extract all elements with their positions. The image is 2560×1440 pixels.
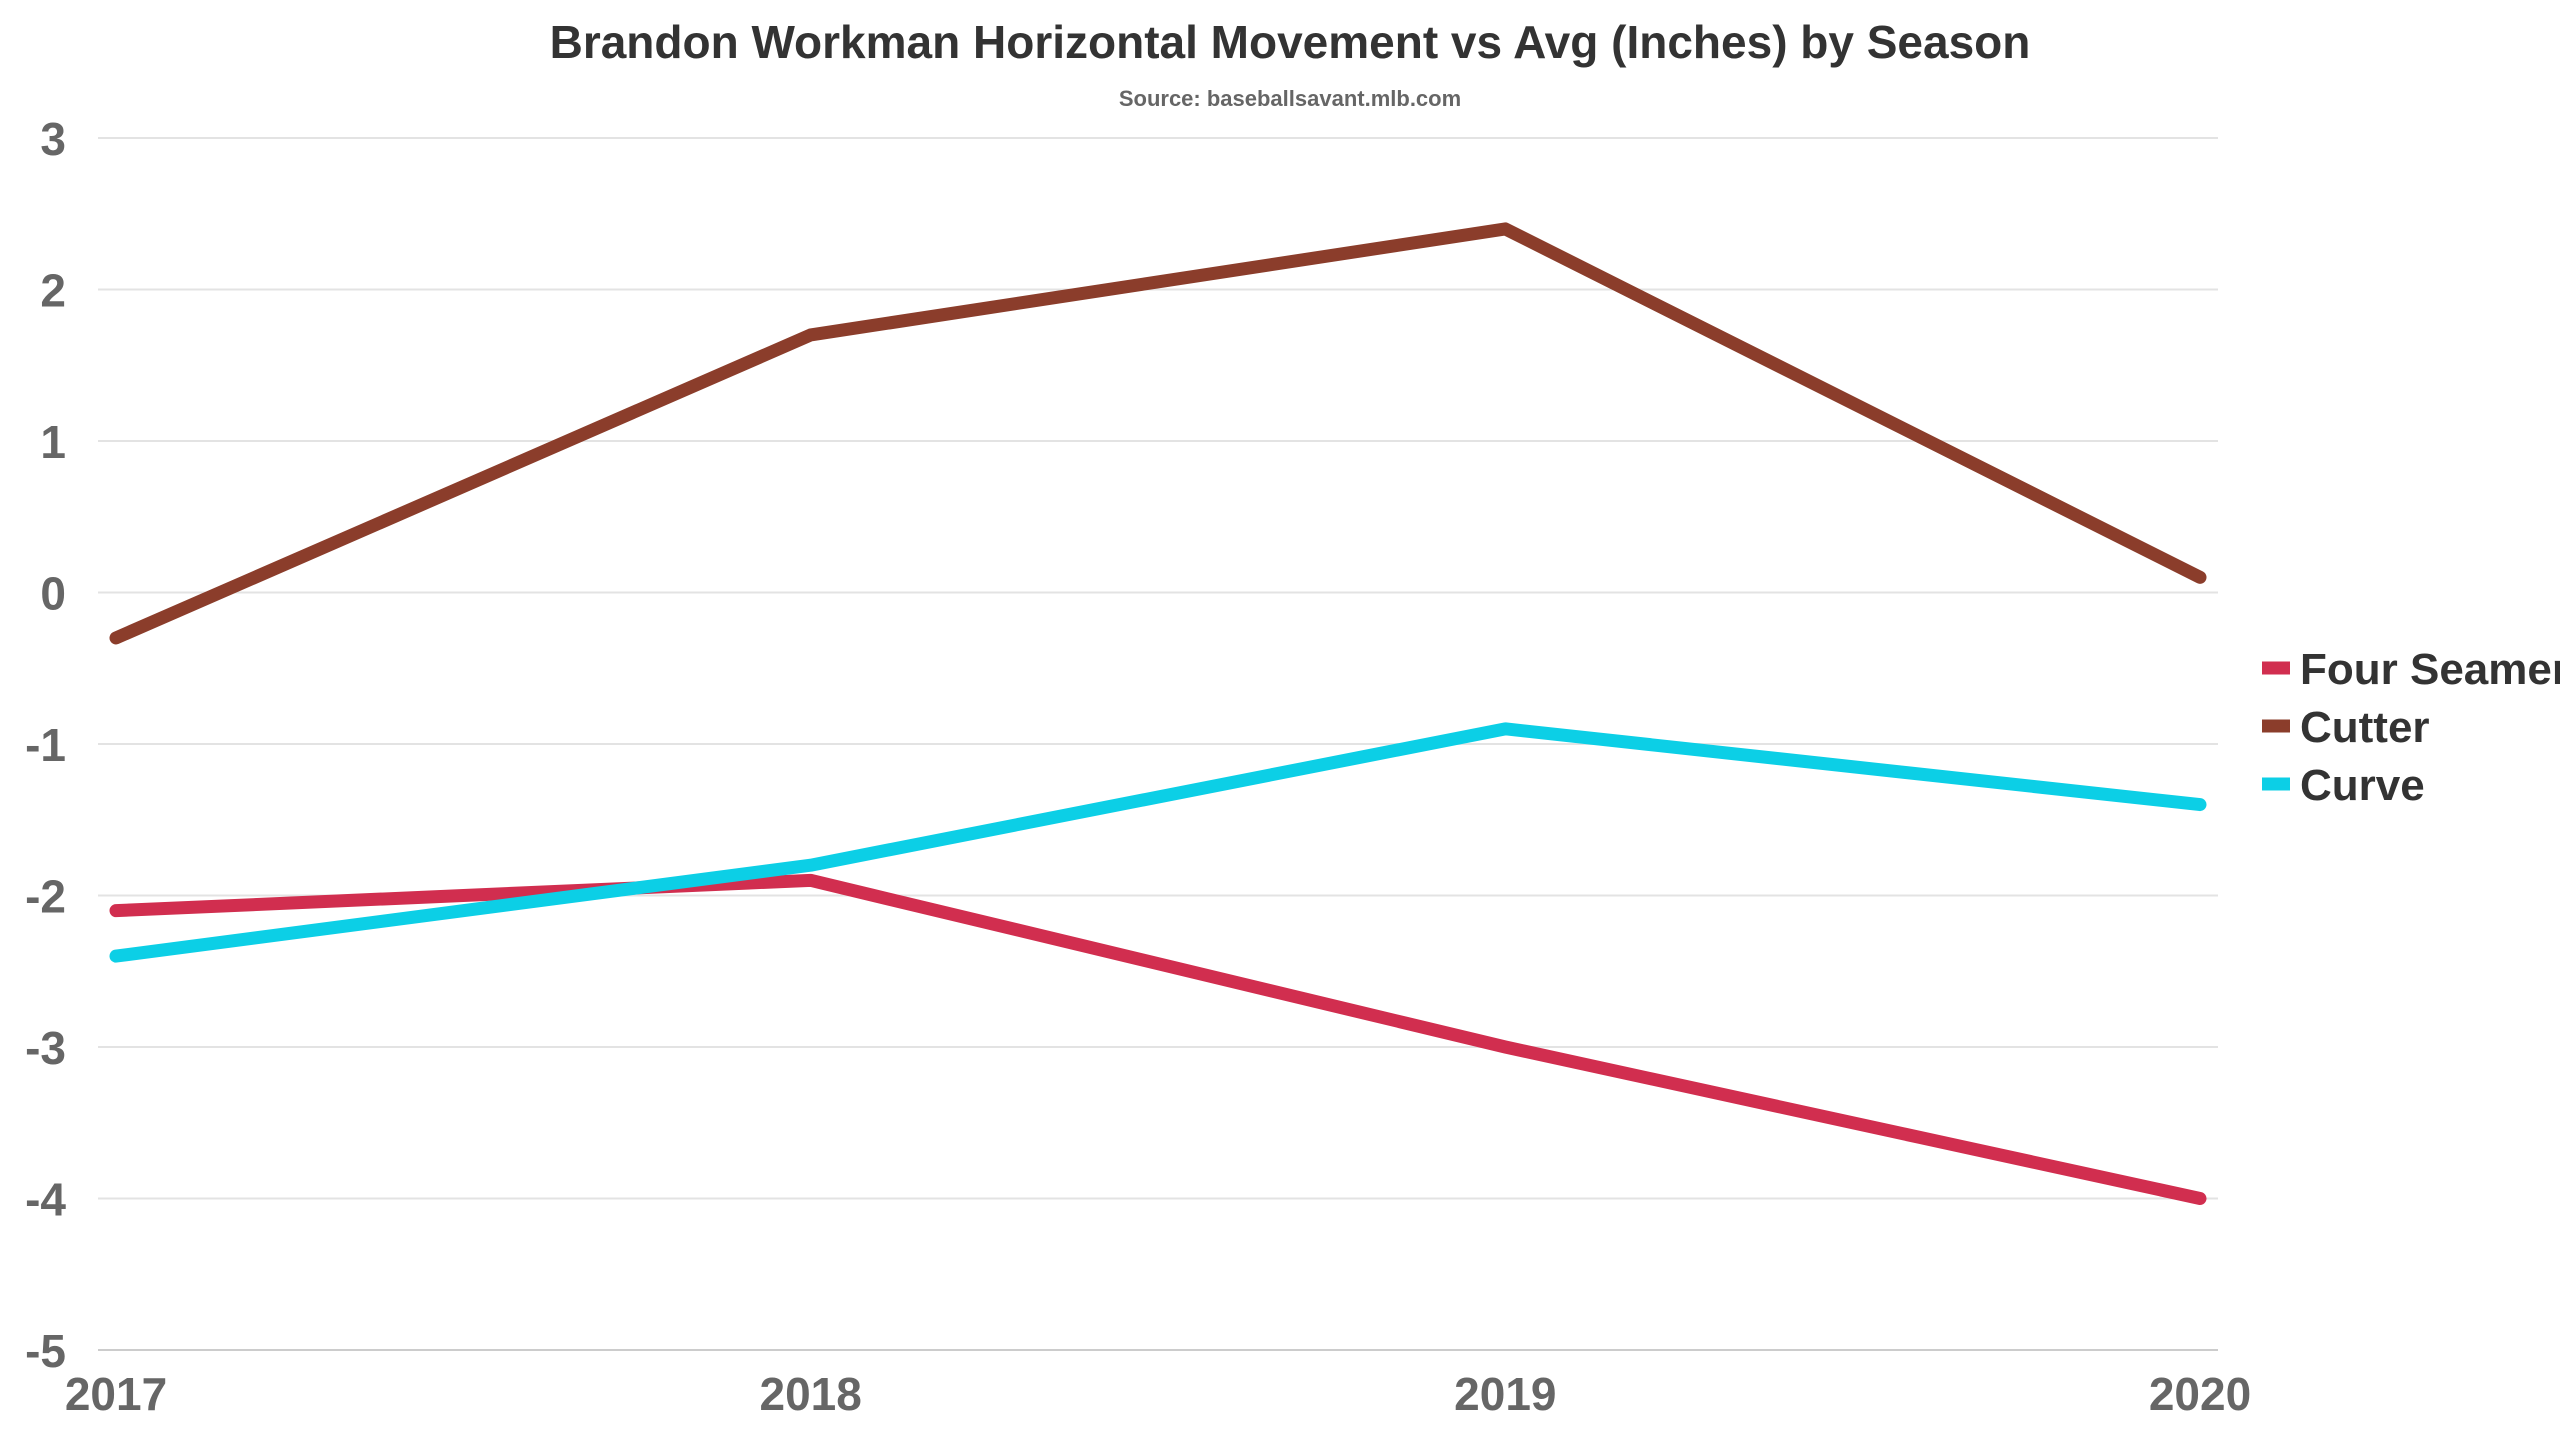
- y-tick-label: -2: [25, 871, 66, 923]
- series-line-four-seamer: [109, 873, 2207, 1205]
- chart-subtitle: Source: baseballsavant.mlb.com: [1119, 86, 1461, 111]
- x-axis: 2017 2018 2019 2020: [65, 1349, 2251, 1420]
- chart-title: Brandon Workman Horizontal Movement vs A…: [550, 16, 2031, 68]
- series-line-cutter: [109, 222, 2207, 645]
- gridlines: [98, 137, 2218, 1200]
- y-tick-label: -4: [25, 1174, 66, 1226]
- legend-label: Four Seamer: [2300, 645, 2560, 694]
- legend-label: Curve: [2300, 761, 2425, 810]
- series-line-curve: [109, 722, 2207, 963]
- y-tick-label: -3: [25, 1022, 66, 1074]
- y-tick-label: -1: [25, 719, 66, 771]
- y-tick-label: -5: [25, 1325, 66, 1377]
- plot-area: [109, 222, 2207, 1205]
- x-tick-label: 2019: [1454, 1368, 1556, 1420]
- y-tick-label: 3: [40, 113, 66, 165]
- x-tick-label: 2017: [65, 1368, 167, 1420]
- x-tick-label: 2020: [2149, 1368, 2251, 1420]
- y-axis: 3 2 1 0 -1 -2 -3 -4 -5: [25, 113, 66, 1377]
- legend-label: Cutter: [2300, 703, 2430, 752]
- y-tick-label: 1: [40, 416, 66, 468]
- x-tick-label: 2018: [759, 1368, 861, 1420]
- y-tick-label: 0: [40, 568, 66, 620]
- y-tick-label: 2: [40, 265, 66, 317]
- legend: Four Seamer Cutter Curve: [2262, 645, 2560, 810]
